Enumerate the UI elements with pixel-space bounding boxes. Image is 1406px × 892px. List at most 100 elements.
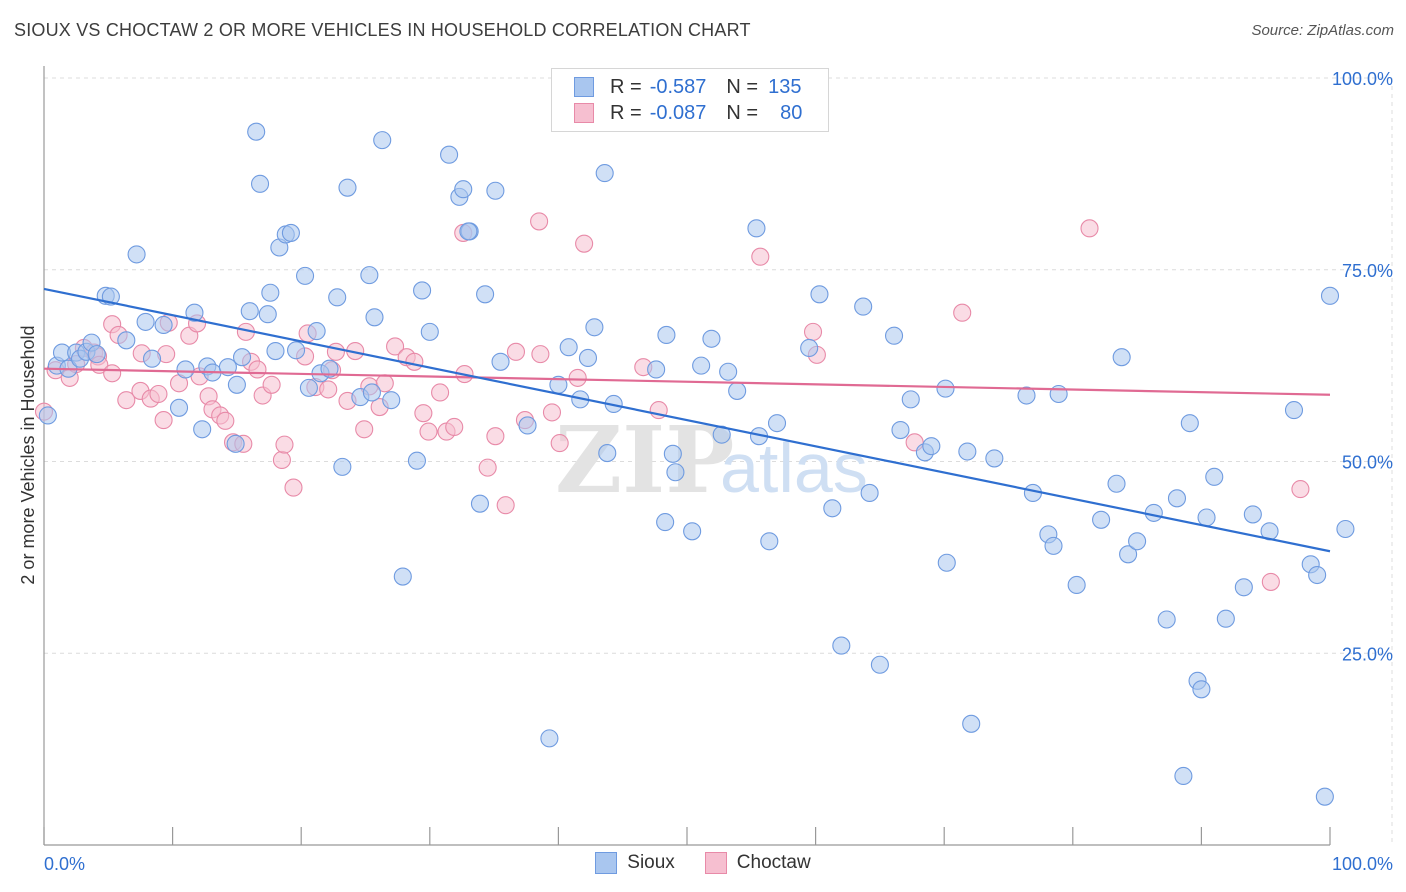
- sioux-point: [142, 349, 162, 368]
- sioux-point: [240, 302, 259, 321]
- sioux-point: [176, 360, 195, 379]
- sioux-point: [656, 513, 675, 532]
- choctaw-point: [355, 420, 374, 439]
- r-label: R =: [610, 75, 642, 98]
- sioux-point: [1216, 609, 1235, 628]
- choctaw-point: [486, 427, 505, 446]
- sioux-point: [1315, 787, 1334, 806]
- choctaw-point: [803, 322, 823, 341]
- sioux-point: [193, 420, 212, 439]
- sioux-point: [518, 416, 537, 435]
- sioux-point: [922, 437, 941, 456]
- sioux-point: [598, 444, 617, 463]
- choctaw-point: [103, 364, 122, 383]
- sioux-point: [333, 457, 352, 476]
- legend-item-choctaw: Choctaw: [704, 852, 811, 874]
- choctaw-point: [275, 435, 294, 454]
- sioux-point: [692, 356, 711, 375]
- choctaw-point: [248, 360, 267, 379]
- choctaw-swatch: [574, 103, 594, 123]
- sioux-point: [585, 318, 604, 337]
- n-label: N =: [726, 75, 759, 98]
- sioux-point: [266, 342, 285, 361]
- n-value: 80: [780, 101, 803, 124]
- sioux-point: [247, 122, 266, 141]
- sioux-point: [117, 331, 136, 350]
- choctaw-point: [262, 375, 281, 394]
- sioux-point: [936, 379, 955, 398]
- choctaw-point: [405, 352, 424, 371]
- sioux-swatch: [574, 77, 594, 97]
- choctaw-point: [953, 303, 972, 322]
- sioux-point: [136, 312, 155, 331]
- sioux-point: [287, 341, 306, 360]
- sioux-point: [185, 303, 204, 322]
- sioux-point: [958, 442, 977, 461]
- sioux-point: [320, 359, 339, 378]
- y-tick-label: 50.0%: [1342, 453, 1393, 473]
- sioux-point: [338, 178, 357, 197]
- sioux-point: [226, 434, 245, 453]
- sioux-point: [454, 180, 473, 199]
- choctaw-point: [117, 391, 136, 410]
- sioux-point: [1205, 467, 1224, 486]
- choctaw-point: [542, 403, 562, 422]
- sioux-point: [87, 345, 106, 364]
- sioux-point: [854, 297, 873, 316]
- choctaw-point: [386, 337, 405, 356]
- choctaw-point: [478, 458, 497, 477]
- sioux-point: [1107, 474, 1126, 493]
- sioux-point: [1128, 532, 1147, 551]
- y-tick-label: 75.0%: [1342, 261, 1393, 281]
- sioux-point: [719, 362, 738, 381]
- sioux-point: [1308, 565, 1327, 585]
- sioux-point: [365, 308, 384, 327]
- sioux-point: [823, 499, 842, 518]
- sioux-point: [232, 348, 252, 367]
- sioux-point: [860, 483, 879, 502]
- sioux-point: [683, 522, 702, 541]
- axes: [43, 66, 1331, 846]
- r-label: R =: [610, 101, 642, 124]
- choctaw-trend-line: [43, 367, 1331, 396]
- choctaw-point: [445, 417, 464, 437]
- sioux-point: [663, 444, 682, 463]
- sioux-point: [127, 245, 146, 264]
- choctaw-point: [326, 342, 345, 361]
- sioux-point: [800, 338, 819, 358]
- choctaw-point: [431, 383, 450, 402]
- series-legend: Sioux Choctaw: [0, 852, 1406, 874]
- gridlines: [44, 77, 1393, 845]
- legend-item-sioux: Sioux: [595, 852, 675, 874]
- sioux-point: [870, 655, 889, 674]
- sioux-point: [1044, 536, 1063, 555]
- y-axis-label: 2 or more Vehicles in Household: [18, 325, 38, 584]
- sioux-point: [962, 714, 981, 733]
- sioux-point: [261, 283, 280, 302]
- sioux-point: [1243, 505, 1262, 524]
- choctaw-point: [414, 404, 433, 423]
- sioux-point: [470, 494, 490, 513]
- sioux-point: [407, 451, 426, 470]
- choctaw-point: [575, 234, 594, 253]
- r-value: -0.587: [649, 75, 707, 98]
- sioux-point: [559, 338, 578, 357]
- r-value: -0.087: [649, 101, 707, 124]
- sioux-point: [702, 329, 721, 348]
- choctaw-point: [506, 342, 526, 361]
- choctaw-point: [550, 434, 569, 453]
- sioux-point: [491, 352, 510, 371]
- sioux-point: [1144, 503, 1163, 522]
- sioux-point: [901, 390, 920, 409]
- choctaw-point: [568, 368, 587, 387]
- sioux-point: [760, 532, 779, 551]
- sioux-point: [657, 325, 676, 344]
- choctaw-legend-label: Choctaw: [736, 852, 811, 873]
- y-tick-label: 25.0%: [1342, 644, 1393, 664]
- sioux-point: [486, 181, 505, 200]
- sioux-point: [1067, 575, 1086, 595]
- legend-row-choctaw: R = -0.087 N = 80: [574, 100, 802, 126]
- sioux-point: [810, 285, 829, 304]
- sioux-point: [1336, 519, 1355, 539]
- watermark-zip: ZIP: [555, 406, 734, 514]
